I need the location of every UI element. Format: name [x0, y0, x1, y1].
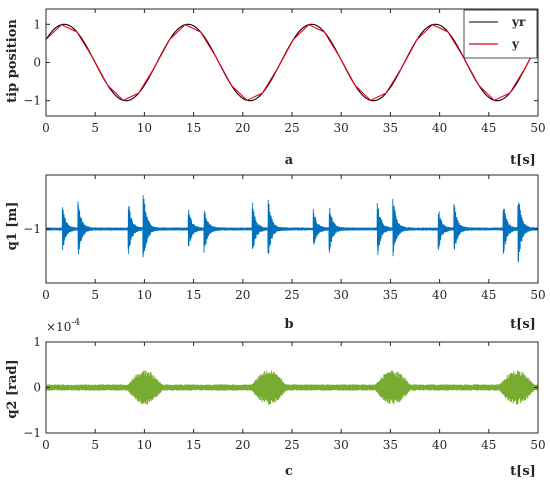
x-tick-label-c: 50 — [530, 438, 545, 452]
x-tick-label-b: 25 — [284, 288, 299, 302]
y-tick-label-a: 0 — [33, 56, 41, 70]
panel-a: tip position 0 5 10 15 20 25 30 35 40 45 50−101 yr… — [5, 8, 546, 168]
panel-b-plot-area — [46, 195, 538, 263]
panel-c-xlabel: t[s] — [510, 464, 536, 479]
x-tick-label-b: 20 — [235, 288, 250, 302]
x-tick-label-b: 45 — [481, 288, 496, 302]
x-tick-label-c: 0 — [42, 438, 50, 452]
panel-a-xlabel: t[s] — [510, 153, 536, 168]
x-tick-label-c: 45 — [481, 438, 496, 452]
legend-label-yr: yr — [511, 15, 526, 29]
x-tick-label-a: 5 — [91, 121, 99, 135]
series-line-b-0 — [46, 195, 538, 263]
series-line-c-0 — [46, 370, 538, 405]
panel-a-ticks: 0 5 10 15 20 25 30 35 40 45 50−101 — [23, 9, 546, 135]
y-tick-label-c: 0 — [33, 381, 41, 395]
panel-c: ×10-4 q2 [rad] 0 5 10 15 20 25 30 35 40 45 50−101 … — [5, 318, 546, 479]
series-line-a-y — [46, 24, 538, 101]
y-tick-label-b: −1 — [23, 222, 41, 236]
x-tick-label-b: 50 — [530, 288, 545, 302]
x-tick-label-a: 10 — [137, 121, 152, 135]
x-tick-label-c: 35 — [383, 438, 398, 452]
panel-b-ylabel: q1 [m] — [5, 202, 20, 251]
x-tick-label-c: 40 — [432, 438, 447, 452]
panel-c-scale-factor: ×10-4 — [46, 318, 80, 334]
panel-c-plot-area — [46, 370, 538, 405]
panel-c-ylabel: q2 [rad] — [5, 359, 20, 418]
x-tick-label-b: 0 — [42, 288, 50, 302]
x-tick-label-a: 50 — [530, 121, 545, 135]
x-tick-label-a: 15 — [186, 121, 201, 135]
x-tick-label-a: 25 — [284, 121, 299, 135]
panel-c-caption: c — [285, 464, 293, 479]
panel-b-ticks: 0 5 10 15 20 25 30 35 40 45 50 −1 — [23, 175, 546, 302]
x-tick-label-b: 30 — [334, 288, 349, 302]
panel-b-caption: b — [284, 317, 293, 332]
x-tick-label-a: 35 — [383, 121, 398, 135]
panel-a-caption: a — [285, 153, 294, 168]
legend-box — [463, 9, 538, 59]
panel-a-plot-area — [46, 23, 538, 102]
x-tick-label-c: 15 — [186, 438, 201, 452]
x-tick-label-c: 25 — [284, 438, 299, 452]
panel-c-ticks: 0 5 10 15 20 25 30 35 40 45 50−101 — [23, 335, 545, 452]
x-tick-label-a: 20 — [235, 121, 250, 135]
y-tick-label-a: 1 — [33, 17, 41, 31]
panel-b-xlabel: t[s] — [510, 317, 536, 332]
x-tick-label-b: 10 — [137, 288, 152, 302]
x-tick-label-c: 5 — [91, 438, 99, 452]
y-tick-label-a: −1 — [23, 94, 41, 108]
x-tick-label-b: 15 — [186, 288, 201, 302]
x-tick-label-a: 30 — [334, 121, 349, 135]
x-tick-label-b: 35 — [383, 288, 398, 302]
x-tick-label-b: 40 — [432, 288, 447, 302]
y-tick-label-c: −1 — [23, 426, 41, 440]
x-tick-label-a: 45 — [481, 121, 496, 135]
x-tick-label-c: 10 — [137, 438, 152, 452]
x-tick-label-b: 5 — [91, 288, 99, 302]
x-tick-label-a: 0 — [42, 121, 50, 135]
x-tick-label-c: 20 — [235, 438, 250, 452]
panel-a-ylabel: tip position — [5, 19, 20, 103]
x-tick-label-c: 30 — [334, 438, 349, 452]
panel-a-legend: yr y — [463, 9, 538, 59]
legend-label-y: y — [511, 37, 520, 51]
x-tick-label-a: 40 — [432, 121, 447, 135]
y-tick-label-c: 1 — [33, 335, 41, 349]
panel-b: q1 [m] 0 5 10 15 20 25 30 35 40 45 50 −1 b t[s] — [5, 174, 546, 332]
